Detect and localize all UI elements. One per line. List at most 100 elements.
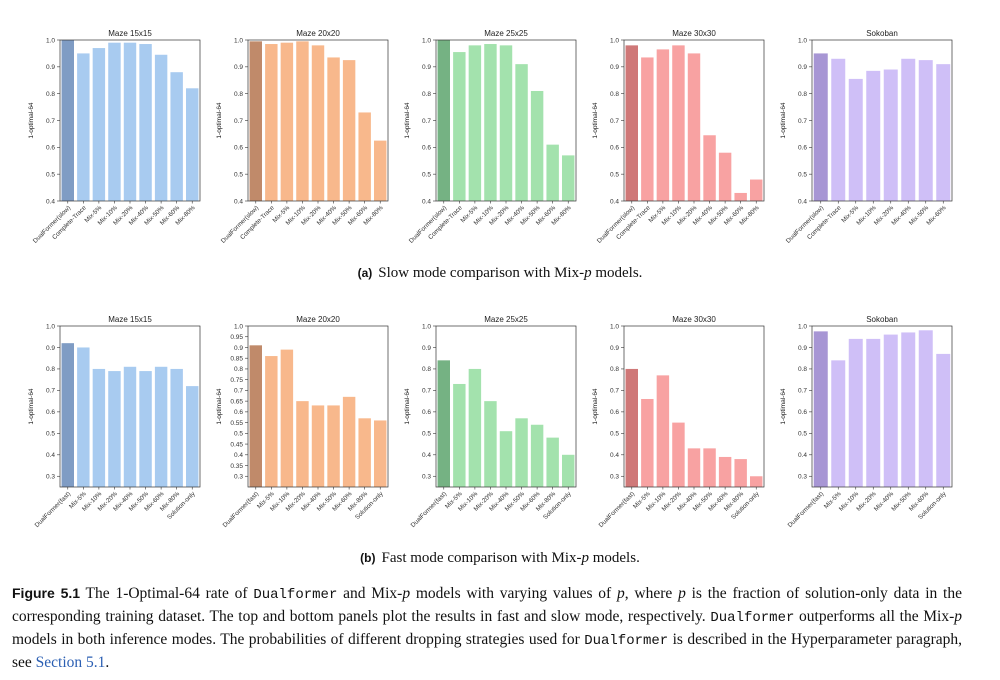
bar — [562, 454, 575, 487]
y-tick-label: 0.8 — [798, 366, 807, 373]
bar — [625, 45, 638, 201]
subcaption-b: (b) Fast mode comparison with Mix-p model… — [0, 550, 1000, 567]
bar — [296, 41, 309, 201]
bar — [327, 405, 340, 487]
x-tick-label: DualFormer(fast) — [598, 490, 637, 529]
y-axis-label: 1-optimal-64 — [780, 388, 787, 425]
bar — [108, 371, 121, 487]
p-symbol: p — [678, 585, 686, 602]
y-tick-label: 0.3 — [798, 474, 807, 481]
bar — [170, 368, 183, 487]
bar — [374, 420, 387, 487]
y-tick-label: 0.9 — [46, 345, 55, 352]
y-tick-label: 1.0 — [234, 37, 243, 44]
chart-title: Maze 15x15 — [108, 315, 152, 324]
y-tick-label: 0.7 — [422, 388, 431, 395]
caption-text: , where — [624, 585, 679, 602]
caption-text: . — [105, 654, 110, 671]
bar — [703, 448, 716, 487]
bar — [672, 422, 685, 487]
bar — [154, 366, 168, 487]
y-tick-label: 0.7 — [422, 118, 431, 125]
x-tick-label: DualFormer(fast) — [787, 490, 826, 529]
y-axis-label: 1-optimal-64 — [404, 102, 411, 139]
bar — [866, 70, 881, 201]
section-link[interactable]: Section 5.1 — [35, 654, 106, 671]
bar — [265, 356, 278, 487]
y-axis-label: 1-optimal-64 — [216, 102, 223, 139]
bar — [468, 45, 482, 201]
bar — [170, 72, 183, 201]
y-tick-label: 0.5 — [234, 431, 243, 438]
bar — [848, 78, 863, 201]
chart-title: Maze 15x15 — [108, 29, 152, 38]
y-tick-label: 0.4 — [234, 198, 243, 205]
bar — [108, 42, 121, 201]
subcaption-b-end: models. — [588, 550, 640, 566]
y-tick-label: 1.0 — [46, 37, 55, 44]
x-tick-label: Mix-60% — [925, 204, 948, 227]
p-symbol: p — [616, 585, 625, 602]
caption-text: outperforms all the Mix- — [794, 608, 955, 625]
y-tick-label: 0.5 — [610, 431, 619, 438]
y-tick-label: 0.4 — [234, 452, 243, 459]
bar — [936, 64, 951, 202]
y-tick-label: 0.8 — [46, 91, 55, 98]
y-tick-label: 0.9 — [46, 64, 55, 71]
bar — [562, 155, 575, 201]
x-tick-label: DualFormer(fast) — [34, 490, 73, 529]
bar — [831, 58, 846, 202]
y-tick-label: 0.8 — [234, 91, 243, 98]
y-tick-label: 1.0 — [798, 323, 807, 330]
y-tick-label: 0.4 — [422, 198, 431, 205]
caption-text: is the fraction of solution-only data in… — [12, 585, 962, 625]
y-tick-label: 1.0 — [234, 323, 243, 330]
y-axis-label: 1-optimal-64 — [28, 388, 35, 425]
y-axis-label: 1-optimal-64 — [592, 388, 599, 425]
p-symbol: p — [954, 608, 962, 625]
bar — [848, 338, 863, 487]
bar — [866, 338, 881, 487]
y-tick-label: 0.5 — [798, 431, 807, 438]
y-tick-label: 1.0 — [610, 323, 619, 330]
bar — [641, 57, 654, 201]
y-tick-label: 0.7 — [610, 388, 619, 395]
bar — [936, 353, 951, 487]
plot-frame — [811, 39, 953, 202]
y-tick-label: 0.55 — [230, 420, 243, 427]
y-tick-label: 0.7 — [798, 388, 807, 395]
chart-title: Maze 30x30 — [672, 315, 716, 324]
figure-label: Figure 5.1 — [12, 585, 81, 601]
y-tick-label: 1.0 — [46, 323, 55, 330]
bar — [468, 368, 482, 487]
caption-text: models with varying values of — [410, 585, 617, 602]
bar — [484, 401, 497, 487]
y-tick-label: 0.5 — [46, 171, 55, 178]
bar — [437, 360, 450, 487]
y-tick-label: 0.4 — [46, 198, 55, 205]
chart-title: Sokoban — [866, 29, 898, 38]
bar — [186, 386, 199, 487]
y-tick-label: 0.4 — [46, 452, 55, 459]
x-tick-label: DualFormer(fast) — [410, 490, 449, 529]
y-tick-label: 0.6 — [798, 409, 807, 416]
bar — [123, 42, 137, 201]
y-tick-label: 0.35 — [230, 463, 243, 470]
bar — [342, 396, 356, 487]
bar — [453, 383, 466, 487]
bar — [154, 54, 168, 202]
bar — [374, 140, 387, 201]
bar — [703, 135, 716, 201]
x-tick-label: DualFormer(fast) — [222, 490, 261, 529]
y-tick-label: 0.6 — [234, 145, 243, 152]
y-tick-label: 0.6 — [610, 145, 619, 152]
subcaption-b-p: p — [581, 550, 589, 566]
chart-title: Maze 25x25 — [484, 315, 528, 324]
y-tick-label: 0.3 — [422, 474, 431, 481]
bar — [61, 343, 74, 487]
bar — [437, 40, 450, 201]
bar — [530, 90, 544, 201]
bar — [656, 49, 670, 202]
y-tick-label: 0.9 — [610, 64, 619, 71]
y-tick-label: 0.5 — [234, 171, 243, 178]
